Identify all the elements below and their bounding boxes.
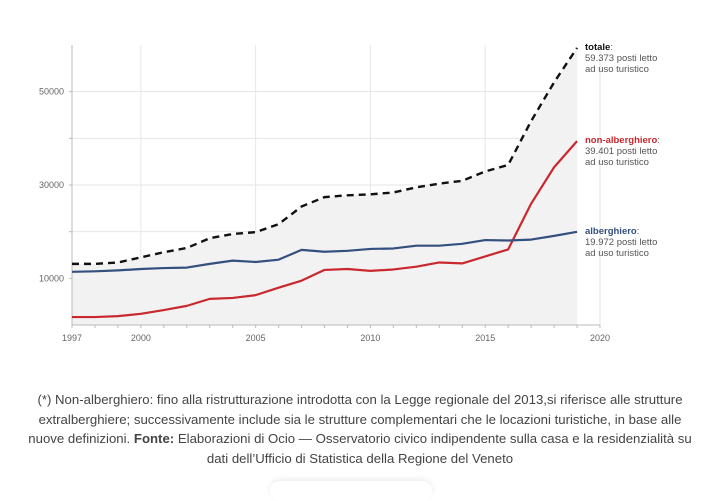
- annotation-unit: ad uso turistico: [585, 247, 649, 259]
- caption-source-text: Elaborazioni di Ocio — Osservatorio civi…: [177, 431, 692, 466]
- y-tick-label: 10000: [39, 273, 64, 283]
- annotation-name: non-alberghiero: [585, 135, 658, 147]
- annotation-totale: totale: 59.373 posti letto ad uso turistic…: [585, 42, 657, 75]
- annotation-colon: :: [636, 225, 640, 237]
- annotation-unit: ad uso turistico: [585, 63, 649, 75]
- annotation-name: alberghiero: [585, 225, 637, 237]
- x-tick-label: 2005: [246, 333, 266, 343]
- annotation-non-alberghiero: non-alberghiero: 39.401 posti letto ad uso…: [585, 135, 660, 168]
- annotation-alberghiero: alberghiero: 19.972 posti letto ad uso tur…: [585, 226, 657, 259]
- x-tick-label: 2015: [475, 333, 495, 343]
- axes: [69, 45, 601, 328]
- annotation-name: totale: [585, 41, 611, 53]
- tick-labels: 1997 2000 2005 2010 2015 2020 10000 30000 50000: [39, 87, 610, 343]
- annotation-colon: :: [657, 135, 660, 147]
- caption-note: (*) Non-alberghiero: fino alla ristruttu…: [28, 392, 683, 446]
- series-line-non-alberghiero: [72, 140, 578, 319]
- caption-source-label: Fonte:: [133, 431, 175, 446]
- y-tick-label: 50000: [39, 87, 64, 97]
- caption: (*) Non-alberghiero: fino alla ristruttu…: [20, 390, 700, 468]
- series-line-alberghiero: [71, 230, 578, 273]
- x-tick-label: 2000: [131, 333, 151, 343]
- annotation-unit: ad uso turistico: [585, 157, 649, 169]
- x-tick-label: 1997: [62, 333, 82, 343]
- shaded-area: [72, 47, 578, 326]
- x-tick-label: 2010: [360, 333, 380, 343]
- annotation-colon: :: [610, 41, 613, 53]
- y-tick-label: 30000: [39, 180, 64, 190]
- series-line-totale: [72, 47, 579, 266]
- bottom-floating-panel: [270, 481, 432, 501]
- annotation-value: 59.373 posti letto: [585, 52, 658, 64]
- annotation-value: 39.401 posti letto: [585, 146, 658, 158]
- line-chart: 1997 2000 2005 2010 2015 2020 10000 30000 50000: [39, 45, 610, 343]
- grid: [72, 45, 601, 325]
- series-lines: [71, 47, 579, 319]
- annotation-value: 19.972 posti letto: [585, 236, 658, 248]
- x-tick-label: 2020: [590, 333, 610, 343]
